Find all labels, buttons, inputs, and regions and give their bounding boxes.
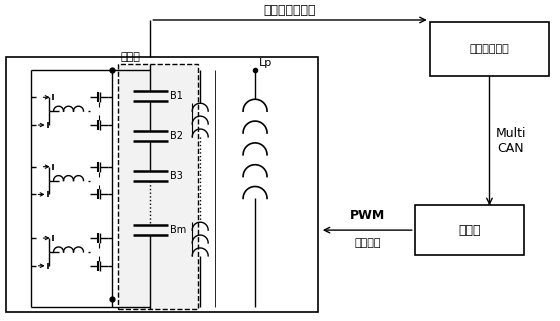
Text: B3: B3 xyxy=(170,170,183,181)
Text: 控制器: 控制器 xyxy=(458,224,481,237)
Text: PWM: PWM xyxy=(350,209,385,222)
Bar xyxy=(414,205,524,255)
Bar xyxy=(430,22,549,76)
Text: Multi
CAN: Multi CAN xyxy=(496,127,526,155)
Text: 驱动信号: 驱动信号 xyxy=(354,238,381,248)
Text: 电压、电流信号: 电压、电流信号 xyxy=(264,4,316,17)
Bar xyxy=(6,57,318,312)
Text: B1: B1 xyxy=(170,91,183,101)
Bar xyxy=(118,64,198,309)
Text: Lp: Lp xyxy=(259,57,272,67)
Text: Bm: Bm xyxy=(170,225,186,235)
Text: B2: B2 xyxy=(170,131,183,141)
Text: 电池组: 电池组 xyxy=(120,52,140,62)
Text: 数据采集电路: 数据采集电路 xyxy=(470,44,510,54)
